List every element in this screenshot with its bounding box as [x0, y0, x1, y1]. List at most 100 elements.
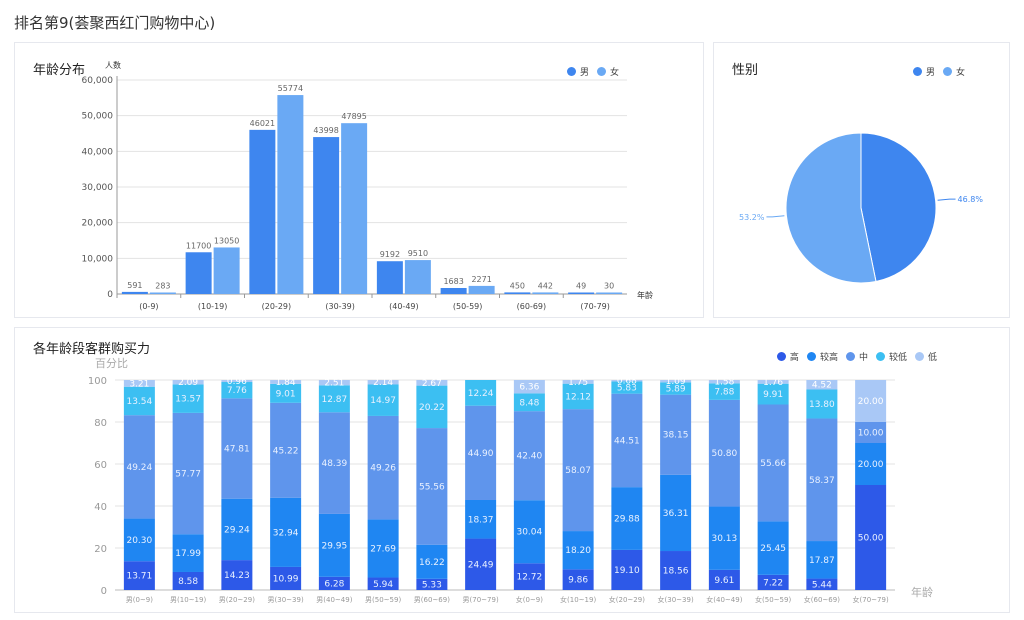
segment-label: 18.56: [663, 567, 689, 577]
stack-segment: [367, 384, 399, 416]
segment-label: 10.99: [273, 574, 299, 584]
stack-segment: [270, 380, 302, 384]
legend-label-male: 男: [579, 68, 589, 78]
pie-label: 53.2%: [739, 213, 765, 222]
stack-segment: [757, 521, 789, 575]
segment-label: 17.87: [809, 556, 835, 566]
gender-chart-title: 性别: [732, 63, 759, 78]
segment-label: 1.09: [666, 377, 686, 387]
bar-female: [213, 247, 240, 294]
x-tick-label: (0-9): [139, 302, 158, 311]
y-tick-label: 20: [94, 544, 107, 555]
stack-segment: [855, 380, 887, 422]
age-distribution-panel: 年龄分布 男 女 0 10,000 20,000 30,000 40,000 50,000…: [14, 42, 704, 318]
segment-label: 12.12: [565, 392, 591, 402]
bar-male: [504, 292, 531, 294]
segment-label: 8.58: [178, 577, 198, 587]
pie-label-line: [766, 215, 785, 218]
stack-segment: [660, 394, 692, 475]
y-tick-label: 10,000: [82, 254, 114, 264]
segment-label: 9.61: [714, 576, 734, 586]
stack-segment: [757, 404, 789, 522]
stack-segment: [416, 380, 448, 386]
segment-label: 0.96: [227, 377, 247, 387]
x-tick-label: 女(50~59): [755, 595, 791, 604]
bar-female: [404, 260, 431, 294]
segment-label: 18.37: [468, 515, 494, 525]
y-axis-title: 百分比: [95, 357, 128, 370]
stack-segment: [708, 380, 740, 384]
segment-label: 24.49: [468, 560, 494, 570]
legend-item-low[interactable]: 低: [914, 350, 937, 363]
stack-segment: [757, 380, 789, 384]
stack-segment: [513, 393, 545, 412]
age-legend[interactable]: 男 女: [566, 65, 619, 78]
stack-segment: [416, 428, 448, 545]
stack-segment: [270, 402, 302, 498]
gender-panel: 性别 男 女 46.8% 53.2%: [713, 42, 1010, 318]
bar-female: [468, 285, 495, 294]
stack-segment: [757, 383, 789, 405]
x-tick-label: 男(70~79): [463, 596, 499, 604]
segment-label: 9.86: [568, 576, 588, 586]
stack-segment: [562, 409, 594, 532]
segment-label: 5.94: [373, 580, 393, 590]
segment-label: 2.51: [324, 379, 344, 389]
segment-label: 29.88: [614, 515, 640, 525]
stack-segment: [611, 487, 643, 550]
segment-label: 44.51: [614, 436, 640, 446]
legend-item-male[interactable]: 男: [566, 65, 589, 78]
stack-segment: [221, 398, 253, 499]
stack-segment: [367, 519, 399, 578]
segment-label: 20.00: [858, 460, 884, 470]
segment-label: 5.33: [422, 580, 442, 590]
stack-segment: [660, 551, 692, 590]
age-bar-chart: 0 10,000 20,000 30,000 40,000 50,000 60,000 人数年…: [82, 60, 654, 311]
spend-legend[interactable]: 高 较高 中 较低 低: [776, 350, 937, 363]
segment-label: 14.97: [370, 396, 396, 406]
data-label: 49: [576, 282, 586, 291]
stack-segment: [562, 380, 594, 384]
stack-segment: [123, 415, 155, 519]
legend-item-female[interactable]: 女: [942, 65, 965, 78]
stack-segment: [660, 382, 692, 395]
x-tick-label: (30-39): [325, 302, 355, 311]
segment-label: 29.95: [321, 541, 347, 551]
x-tick-label: 女(40~49): [706, 595, 742, 604]
segment-label: 25.45: [760, 544, 786, 554]
segment-label: 1.84: [276, 378, 296, 388]
legend-item-female[interactable]: 女: [596, 65, 619, 78]
stack-segment: [270, 497, 302, 567]
data-label: 11700: [186, 241, 211, 250]
pie-label: 46.8%: [958, 195, 984, 204]
x-tick-label: (70-79): [580, 302, 610, 311]
legend-item-mid[interactable]: 中: [845, 350, 868, 363]
x-tick-label: 男(0~9): [126, 596, 154, 604]
bar-male: [185, 252, 212, 294]
segment-label: 13.57: [175, 395, 201, 405]
data-label: 1683: [443, 277, 463, 286]
x-tick-label: 女(20~29): [609, 595, 645, 604]
segment-label: 1.76: [763, 378, 783, 388]
x-tick-label: 男(30~39): [268, 596, 304, 604]
stack-segment: [806, 418, 838, 542]
segment-label: 50.80: [711, 449, 737, 459]
stack-segment: [416, 385, 448, 429]
legend-label-mid: 中: [858, 353, 868, 363]
x-tick-label: 男(50~59): [365, 596, 401, 604]
legend-item-male[interactable]: 男: [912, 65, 935, 78]
segment-label: 17.99: [175, 549, 201, 559]
stack-segment: [513, 500, 545, 564]
pie-slice-female: [785, 132, 877, 284]
legend-dot-male-icon: [912, 67, 922, 76]
legend-item-low-mid[interactable]: 较低: [875, 350, 907, 363]
legend-item-mid-high[interactable]: 较高: [806, 350, 838, 363]
segment-label: 3.21: [129, 379, 149, 389]
segment-label: 7.22: [763, 578, 783, 588]
legend-item-high[interactable]: 高: [776, 350, 799, 363]
gender-legend[interactable]: 男 女: [912, 65, 965, 78]
spend-chart-title: 各年龄段客群购买力: [33, 342, 151, 357]
y-tick-label: 0: [107, 290, 113, 300]
x-tick-label: 女(0~9): [516, 595, 544, 604]
